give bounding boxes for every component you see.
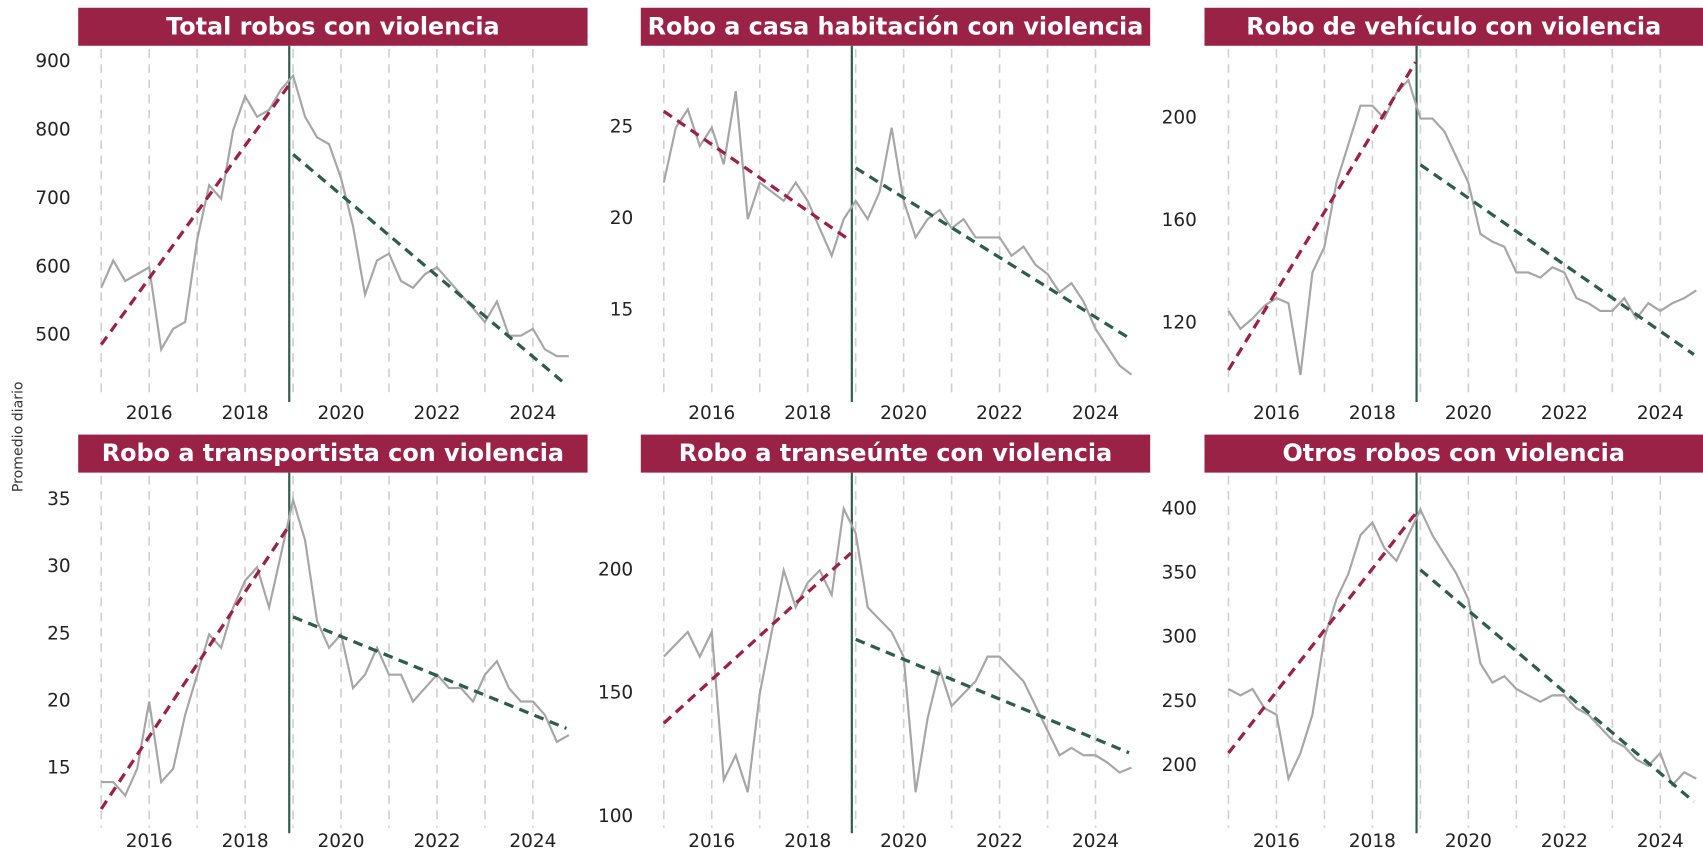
data-line [1227,77,1697,376]
y-tick-label: 250 [1162,691,1197,712]
x-tick-label: 2016 [1253,403,1300,424]
data-line [663,504,1132,793]
x-tick-label: 2022 [413,831,460,852]
x-tick-label: 2018 [784,403,831,424]
title-bar [640,7,1151,46]
y-tick-label: 400 [1162,499,1197,520]
trend-line [854,166,1130,340]
y-tick-label: 15 [610,300,633,321]
x-tick-label: 2024 [1072,403,1119,424]
y-tick-label: 900 [35,51,70,72]
data-line [100,73,569,358]
chart-title: Robo a casa habitación con violencia [648,12,1144,40]
y-tick-label: 20 [610,208,633,229]
y-tick-label: 35 [47,489,70,510]
y-tick-label: 600 [35,256,70,277]
data-line [1227,507,1697,788]
x-tick-label: 2018 [222,403,269,424]
trend-line [292,153,568,387]
trend-line [292,615,568,730]
y-tick-label: 30 [47,556,70,577]
x-tick-label: 2016 [688,831,735,852]
y-axis-label: Promedio diario [10,381,26,492]
y-tick-label: 20 [47,691,70,712]
x-tick-label: 2024 [1637,831,1684,852]
trend-line [1227,512,1417,755]
title-bar [1204,434,1703,473]
y-tick-label: 350 [1162,563,1197,584]
x-tick-label: 2022 [413,403,460,424]
y-tick-label: 200 [1162,755,1197,776]
x-tick-label: 2024 [1072,831,1119,852]
trend-line [1419,163,1695,356]
chart-title: Otros robos con violencia [1283,439,1625,467]
x-tick-label: 2022 [1541,831,1588,852]
y-tick-label: 25 [610,117,633,138]
title-bar [78,434,588,473]
x-tick-label: 2018 [784,831,831,852]
x-tick-label: 2024 [1637,403,1684,424]
y-tick-label: 100 [598,806,633,827]
trend-line [855,637,1130,755]
y-tick-label: 200 [598,559,633,580]
y-tick-label: 700 [35,188,70,209]
data-line [662,90,1133,376]
x-tick-label: 2020 [318,831,365,852]
x-tick-label: 2020 [880,403,927,424]
x-tick-label: 2018 [222,831,269,852]
x-tick-label: 2020 [1445,831,1492,852]
x-tick-label: 2018 [1349,831,1396,852]
y-tick-label: 25 [47,623,70,644]
chart-title: Robo de vehículo con violencia [1246,12,1661,40]
title-bar [1204,7,1703,46]
x-tick-label: 2020 [318,403,365,424]
trend-line [1227,61,1417,371]
x-tick-label: 2020 [1445,403,1492,424]
trend-line [99,526,290,810]
trend-line [662,551,852,725]
title-bar [640,434,1151,473]
chart-title: Total robos con violencia [166,12,500,40]
trend-line [662,109,850,241]
x-tick-label: 2022 [976,831,1023,852]
x-tick-label: 2018 [1349,403,1396,424]
x-tick-label: 2020 [880,831,927,852]
x-tick-label: 2016 [688,403,735,424]
x-tick-label: 2016 [126,831,173,852]
y-tick-label: 800 [35,119,70,140]
chart-title: Robo a transportista con violencia [102,439,564,467]
y-tick-label: 15 [47,758,70,779]
trend-line [99,85,290,346]
chart-title: Robo a transeúnte con violencia [679,439,1112,467]
y-tick-label: 300 [1162,627,1197,648]
x-tick-label: 2024 [509,831,556,852]
x-tick-label: 2016 [126,403,173,424]
y-tick-label: 200 [1162,108,1197,129]
x-tick-label: 2022 [976,403,1023,424]
x-tick-label: 2022 [1541,403,1588,424]
x-tick-label: 2024 [509,403,556,424]
y-tick-label: 160 [1162,210,1197,231]
x-tick-label: 2016 [1253,831,1300,852]
y-tick-label: 500 [35,325,70,346]
trend-line [1419,568,1695,804]
data-line [101,495,570,798]
y-tick-label: 120 [1162,313,1197,334]
title-bar [78,7,588,46]
y-tick-label: 150 [598,683,633,704]
